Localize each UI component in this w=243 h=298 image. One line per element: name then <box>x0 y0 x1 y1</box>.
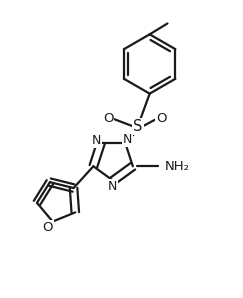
Text: O: O <box>103 112 113 125</box>
Text: O: O <box>156 112 167 125</box>
Text: N: N <box>107 180 117 193</box>
Text: N: N <box>91 134 101 147</box>
Text: NH₂: NH₂ <box>165 160 190 173</box>
Text: O: O <box>43 221 53 234</box>
Text: S: S <box>133 119 142 134</box>
Text: N: N <box>122 133 132 146</box>
